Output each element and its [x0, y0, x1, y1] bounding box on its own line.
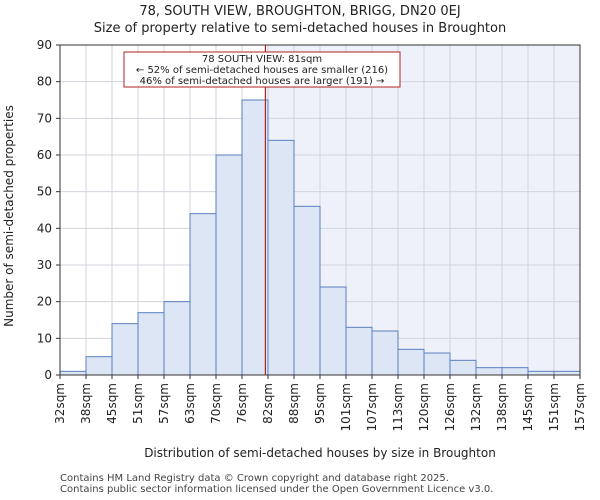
- x-tick-label: 32sqm: [53, 383, 67, 424]
- x-tick-label: 88sqm: [287, 383, 301, 424]
- histogram-bar: [215, 154, 243, 376]
- footer: Contains HM Land Registry data © Crown c…: [60, 473, 493, 495]
- x-tick-label: 82sqm: [261, 383, 275, 424]
- histogram-bar: [267, 139, 295, 376]
- histogram-bar: [501, 367, 529, 376]
- y-tick-label: 80: [37, 75, 52, 89]
- x-tick-label: 101sqm: [339, 383, 353, 431]
- histogram-bar: [241, 99, 269, 376]
- histogram-bar: [137, 312, 165, 376]
- x-tick-label: 151sqm: [547, 383, 561, 431]
- x-tick-label: 57sqm: [157, 383, 171, 424]
- annotation-line: ← 52% of semi-detached houses are smalle…: [136, 65, 388, 76]
- x-tick-label: 51sqm: [131, 383, 145, 424]
- x-tick-label: 132sqm: [469, 383, 483, 431]
- x-tick-label: 138sqm: [495, 383, 509, 431]
- histogram-bar: [449, 359, 477, 376]
- chart-title-block: 78, SOUTH VIEW, BROUGHTON, BRIGG, DN20 0…: [0, 3, 600, 37]
- histogram-bar: [85, 356, 113, 376]
- chart-subtitle: Size of property relative to semi-detach…: [93, 21, 507, 36]
- histogram-bar: [345, 326, 373, 376]
- histogram-bar: [371, 330, 399, 376]
- histogram-bar: [553, 370, 581, 376]
- y-tick-label: 50: [37, 185, 52, 199]
- y-tick-label: 60: [37, 148, 52, 162]
- histogram-bar: [163, 301, 191, 376]
- y-tick-label: 40: [37, 221, 52, 235]
- histogram-bar: [527, 370, 555, 376]
- histogram-bar: [423, 352, 451, 376]
- histogram-bar: [189, 213, 217, 376]
- y-tick-label: 90: [37, 38, 52, 52]
- y-tick-label: 0: [44, 368, 52, 382]
- x-tick-label: 107sqm: [365, 383, 379, 431]
- annotation-line: 46% of semi-detached houses are larger (…: [140, 76, 385, 87]
- annotation-box: [123, 51, 401, 88]
- x-tick-label: 38sqm: [79, 383, 93, 424]
- histogram-bar: [475, 367, 503, 376]
- histogram-bar: [111, 323, 139, 376]
- x-tick-label: 70sqm: [209, 383, 223, 424]
- annotation-line: 78 SOUTH VIEW: 81sqm: [202, 54, 322, 65]
- x-tick-label: 157sqm: [573, 383, 587, 431]
- y-tick-label: 20: [37, 295, 52, 309]
- x-tick-label: 145sqm: [521, 383, 535, 431]
- x-tick-label: 126sqm: [443, 383, 457, 431]
- x-tick-label: 63sqm: [183, 383, 197, 424]
- footer-line-1: Contains HM Land Registry data © Crown c…: [60, 473, 449, 484]
- x-tick-label: 120sqm: [417, 383, 431, 431]
- histogram-bar: [397, 348, 425, 376]
- histogram-bar: [319, 286, 347, 376]
- x-tick-label: 95sqm: [313, 383, 327, 424]
- histogram-bar: [59, 370, 87, 376]
- x-tick-label: 45sqm: [105, 383, 119, 424]
- x-tick-label: 76sqm: [235, 383, 249, 424]
- x-axis-label: Distribution of semi-detached houses by …: [144, 446, 496, 460]
- y-tick-label: 10: [37, 331, 52, 345]
- histogram-bar: [293, 205, 321, 376]
- y-tick-label: 70: [37, 111, 52, 125]
- y-axis-label: Number of semi-detached properties: [2, 105, 16, 327]
- x-tick-label: 113sqm: [391, 383, 405, 431]
- y-tick-label: 30: [37, 258, 52, 272]
- footer-line-2: Contains public sector information licen…: [60, 484, 494, 495]
- chart-title: 78, SOUTH VIEW, BROUGHTON, BRIGG, DN20 0…: [139, 4, 461, 19]
